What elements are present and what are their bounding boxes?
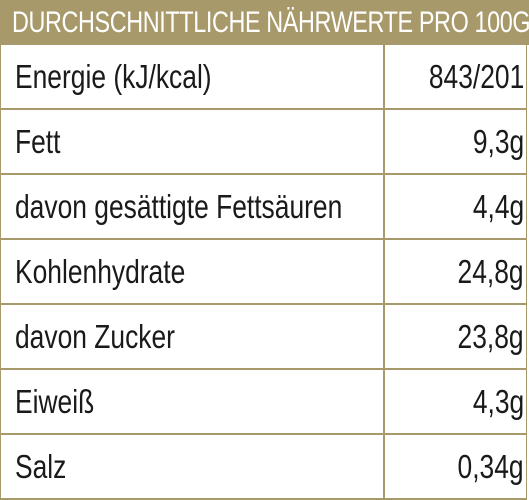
table-row-fett: Fett 9,3g: [1, 110, 526, 175]
table-row-eiweiss: Eiweiß 4,3g: [1, 370, 526, 435]
row-value: 4,3g: [472, 383, 524, 420]
row-value: 24,8g: [457, 253, 524, 290]
row-label: Energie (kJ/kcal): [15, 58, 212, 95]
table-row-kohlenhydrate: Kohlenhydrate 24,8g: [1, 240, 526, 305]
row-label: davon gesättigte Fettsäuren: [15, 188, 343, 225]
row-label: Fett: [15, 123, 61, 160]
row-value: 4,4g: [472, 188, 524, 225]
table-row-salz: Salz 0,34g: [1, 435, 526, 500]
row-label: Eiweiß: [15, 383, 95, 420]
row-value: 23,8g: [457, 318, 524, 355]
table-body: Energie (kJ/kcal) 843/201 Fett 9,3g davo…: [0, 45, 527, 500]
row-value: 0,34g: [457, 448, 524, 485]
row-label: Salz: [15, 448, 67, 485]
table-row-energie: Energie (kJ/kcal) 843/201: [1, 45, 526, 110]
table-row-gesaettigte-fettsaeuren: davon gesättigte Fettsäuren 4,4g: [1, 175, 526, 240]
row-label: Kohlenhydrate: [15, 253, 186, 290]
table-header-title: DURCHSCHNITTLICHE NÄHRWERTE PRO 100G: [12, 6, 529, 39]
table-header: DURCHSCHNITTLICHE NÄHRWERTE PRO 100G: [0, 0, 529, 45]
column-divider: [383, 45, 385, 500]
row-value: 843/201: [428, 58, 524, 95]
row-value: 9,3g: [472, 123, 524, 160]
row-label: davon Zucker: [15, 318, 175, 355]
table-row-zucker: davon Zucker 23,8g: [1, 305, 526, 370]
